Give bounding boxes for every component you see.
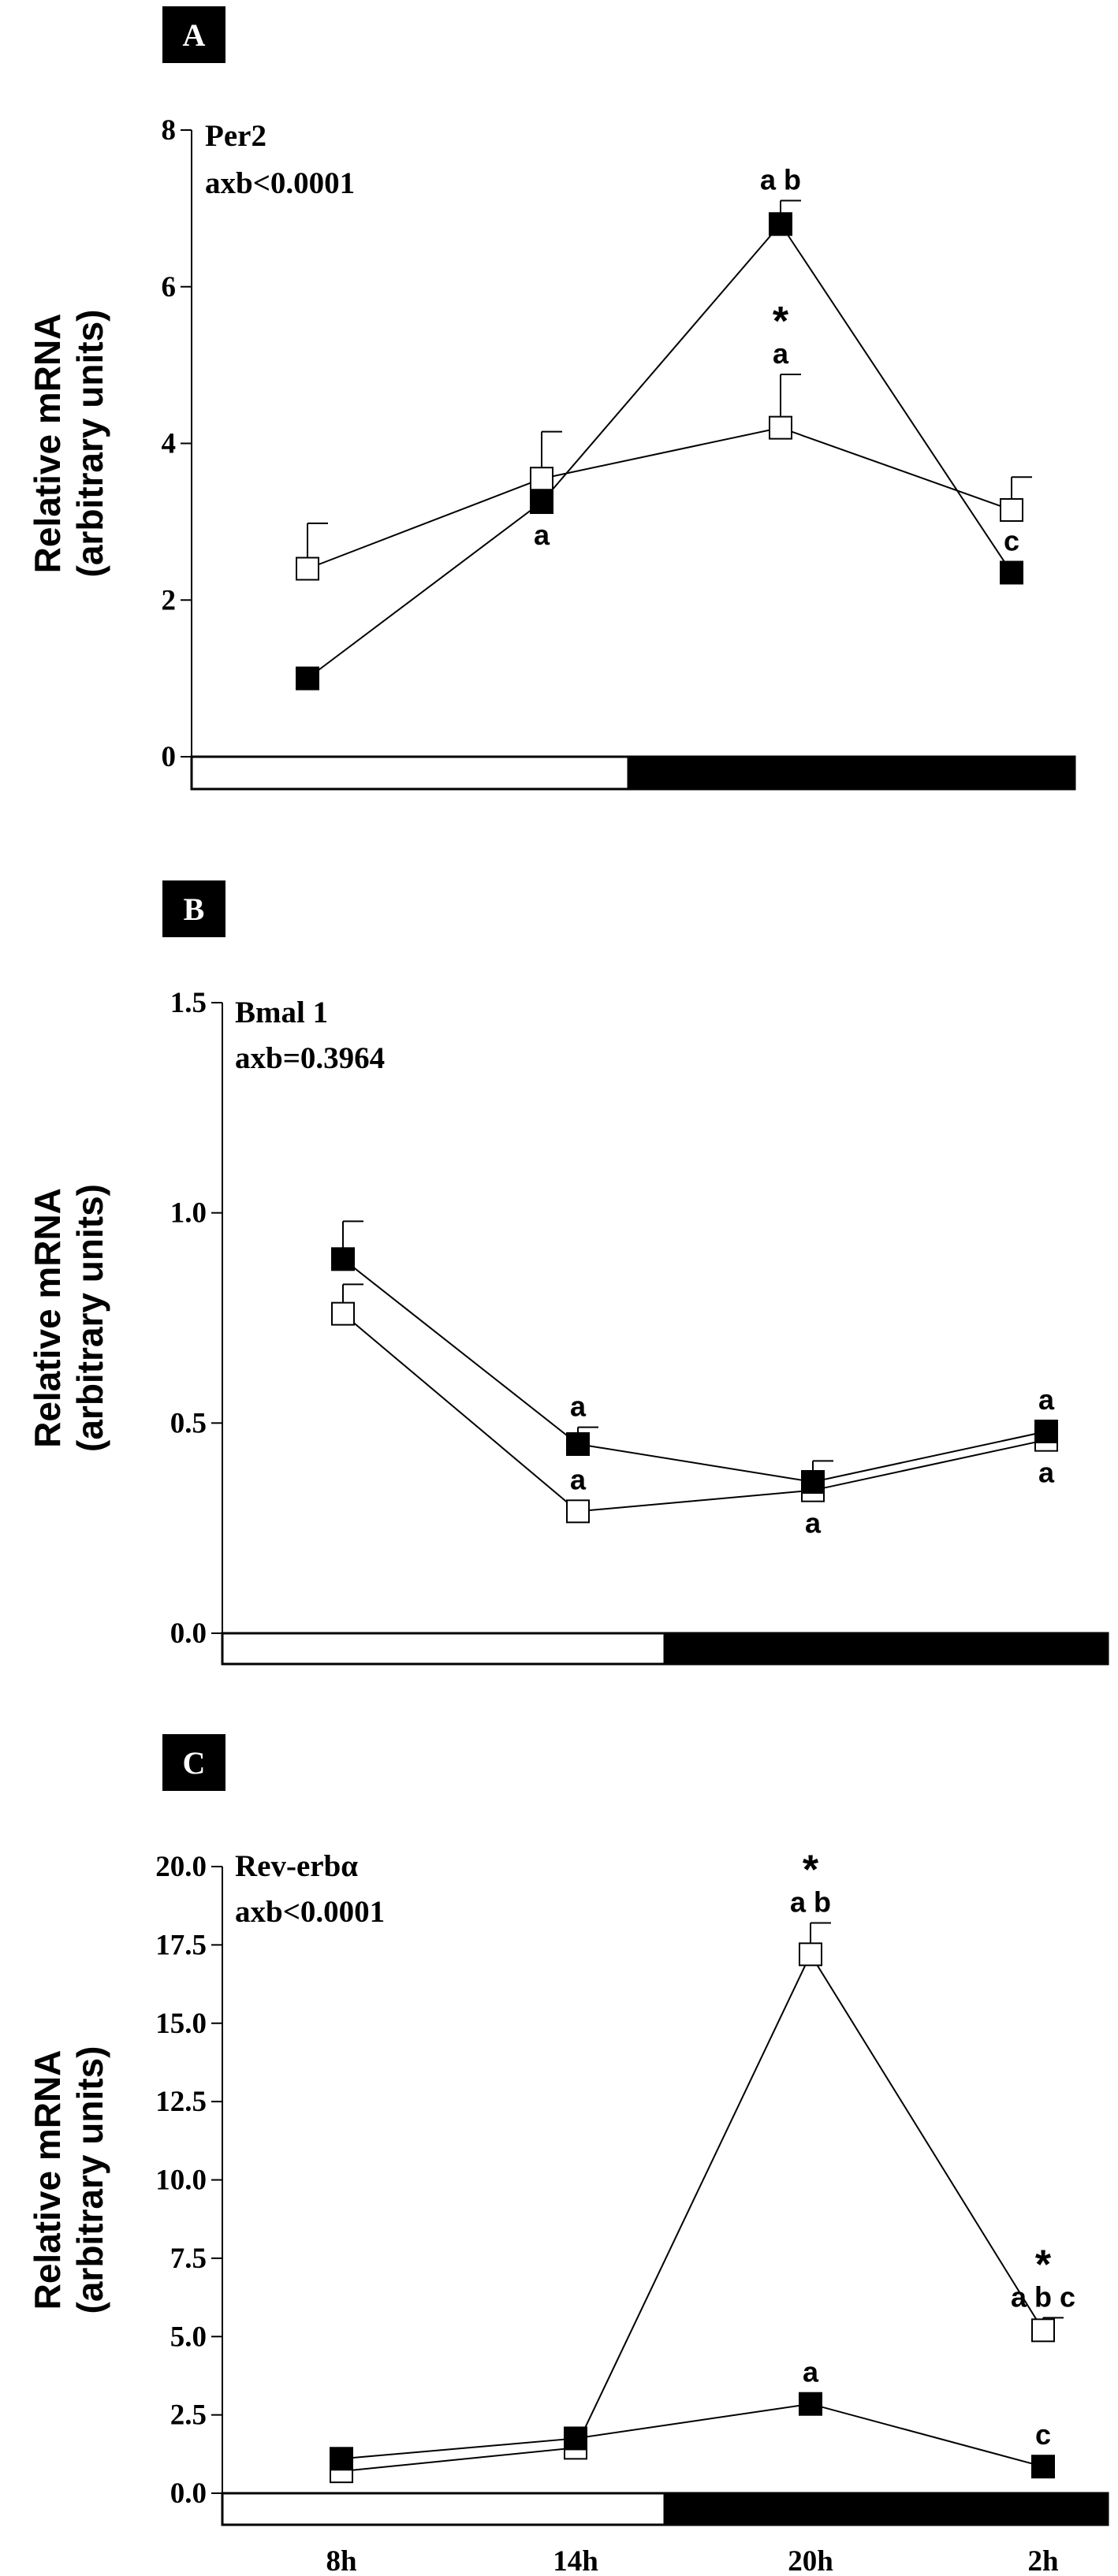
y-tick-label: 10.0 [155, 2165, 207, 2197]
data-point-open [331, 1301, 355, 1326]
y-axis-label-units: (arbitrary units) [69, 310, 110, 578]
data-point-open [1000, 497, 1023, 522]
light-phase-bar [190, 755, 630, 791]
x-tick-label: 14h [553, 2545, 598, 2576]
y-tick-label: 1.5 [170, 987, 207, 1019]
y-tick-label: 8 [162, 114, 177, 147]
significance-label: a [803, 2356, 819, 2388]
y-axis-label-units: (arbitrary units) [69, 2046, 110, 2314]
y-tick-label: 4 [162, 428, 177, 460]
series-line [341, 1952, 1044, 2473]
panel-label-badge [162, 1734, 225, 1791]
series-line [307, 426, 1012, 570]
significance-label: a [1038, 1383, 1055, 1416]
x-tick-label: 8h [326, 2545, 357, 2576]
y-tick-label: 7.5 [170, 2243, 207, 2275]
significance-label: a [570, 1463, 587, 1495]
data-point-filled [769, 212, 792, 236]
significance-label: c [1004, 524, 1019, 557]
data-point-filled [799, 2392, 822, 2416]
y-axis-label: Relative mRNA [27, 1188, 68, 1448]
data-point-filled [530, 490, 553, 515]
series-line [342, 1258, 1047, 1483]
panel-label: A [183, 17, 206, 53]
data-point-open [566, 1499, 590, 1524]
y-tick-label: 6 [162, 271, 177, 303]
y-axis-label: Relative mRNA [27, 314, 68, 574]
y-tick-label: 0.5 [170, 1407, 207, 1439]
significance-label: a [773, 337, 789, 370]
panel-b: B 0.0 0.5 1.0 1.5 Relative mRNA (arbitrary uni… [27, 880, 1109, 1666]
significance-label: a [1038, 1457, 1055, 1489]
significance-star: * [773, 299, 789, 344]
y-axis-label-units: (arbitrary units) [69, 1184, 110, 1452]
significance-star: * [1035, 2242, 1052, 2288]
chart-title: Bmal 1 [235, 996, 328, 1029]
chart-title: Per2 [205, 119, 266, 153]
significance-star: * [803, 1848, 819, 1893]
significance-label: a b [790, 1886, 831, 1919]
chart-title: Rev-erbα [235, 1849, 358, 1883]
y-tick-label: 20.0 [155, 1851, 207, 1883]
dark-phase-bar [663, 2492, 1109, 2526]
data-point-filled [801, 1470, 825, 1494]
x-tick-label: 20h [788, 2545, 833, 2576]
y-tick-label: 2 [162, 584, 177, 616]
y-tick-label: 0.0 [170, 1617, 207, 1650]
data-point-filled [331, 1247, 355, 1271]
significance-label: c [1035, 2418, 1051, 2451]
y-tick-label: 5.0 [170, 2321, 207, 2353]
data-point-filled [1031, 2455, 1055, 2479]
series-line [307, 222, 1012, 679]
panel-label-badge [162, 6, 225, 63]
significance-label: a [570, 1390, 587, 1423]
light-phase-bar [221, 1632, 666, 1666]
chart-subtitle: axb<0.0001 [205, 166, 355, 200]
significance-label: a b c [1011, 2280, 1075, 2313]
y-tick-label: 0 [162, 741, 177, 773]
panel-a: A 0 2 4 6 8 Relative mRNA (arbitrary units) Per2… [27, 6, 1076, 791]
data-point-open [799, 1942, 822, 1967]
dark-phase-bar [663, 1632, 1109, 1666]
data-point-filled [296, 666, 319, 691]
y-tick-label: 17.5 [155, 1929, 207, 1961]
y-tick-label: 0.0 [170, 2477, 207, 2510]
data-point-filled [1034, 1420, 1058, 1443]
y-tick-label: 1.0 [170, 1197, 207, 1230]
y-tick-label: 2.5 [170, 2399, 207, 2432]
panel-label: C [183, 1745, 206, 1781]
dark-phase-bar [627, 755, 1076, 791]
panel-c: C 0.0 2.5 5.0 7.5 10.0 12.5 15.0 17.5 20.0 Relativ… [27, 1734, 1109, 2576]
data-point-open [296, 557, 319, 581]
data-point-filled [1000, 560, 1023, 585]
significance-label: a [534, 519, 550, 551]
data-point-open [769, 415, 792, 440]
series-line [342, 1312, 1047, 1513]
data-point-filled [564, 2426, 587, 2451]
y-tick-label: 15.0 [155, 2008, 207, 2040]
light-phase-bar [221, 2492, 666, 2526]
series-line [341, 2403, 1044, 2468]
y-tick-label: 12.5 [155, 2086, 207, 2118]
data-point-filled [566, 1432, 590, 1456]
y-axis-label: Relative mRNA [27, 2050, 68, 2310]
chart-subtitle: axb<0.0001 [235, 1895, 385, 1929]
significance-label: a [805, 1507, 822, 1539]
data-point-open [530, 467, 553, 491]
significance-label: a b [760, 163, 801, 195]
x-tick-label: 2h [1027, 2545, 1059, 2576]
panel-label-badge [162, 880, 225, 937]
chart-subtitle: axb=0.3964 [235, 1041, 385, 1075]
panel-label: B [184, 892, 205, 927]
data-point-open [1031, 2318, 1055, 2343]
data-point-filled [330, 2447, 353, 2471]
